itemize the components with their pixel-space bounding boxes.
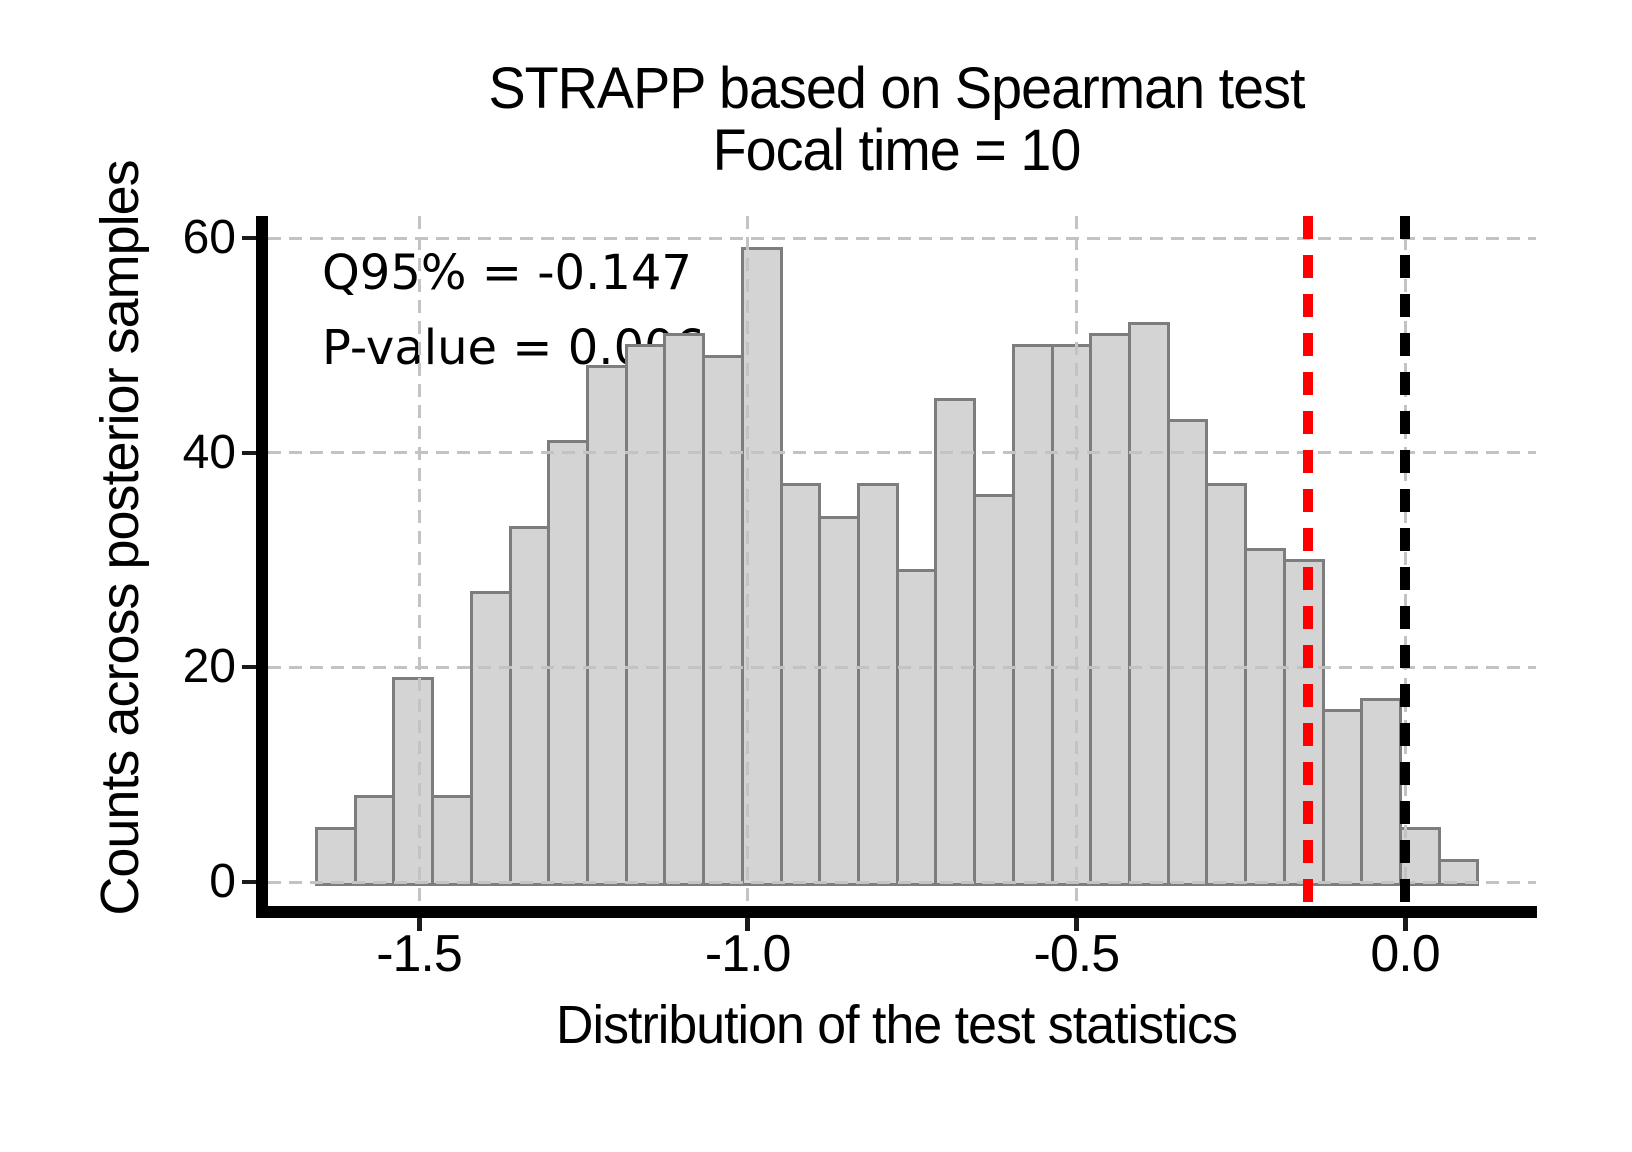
histogram-bar [624,343,667,887]
histogram-bar [934,397,977,887]
y-tick-label: 60 [182,211,236,264]
histogram-bar [1360,698,1403,887]
y-axis-spine [256,216,268,918]
x-axis-spine [256,906,1537,918]
histogram-bar [856,483,899,887]
y-tick-mark [242,236,256,240]
histogram-bar [1089,333,1131,887]
histogram-bar [392,676,435,887]
x-tick-label: -0.5 [1033,925,1121,983]
x-tick-label: -1.0 [704,925,792,983]
y-tick-mark [242,880,256,884]
x-tick-mark [745,918,751,931]
y-tick-label: 0 [209,855,236,908]
horizontal-gridline [268,880,1536,884]
x-axis-label: Distribution of the test statistics [556,995,1238,1055]
histogram-bar [973,494,1015,887]
y-tick-label: 20 [182,640,236,694]
x-tick-mark [1402,918,1408,931]
q95-threshold-line [1303,216,1314,906]
chart-title-line2: Focal time = 10 [712,118,1082,183]
histogram-bar [469,590,512,887]
zero-reference-line [1400,216,1410,906]
y-tick-mark [242,665,256,670]
histogram-bar [585,365,628,887]
vertical-gridline [1074,216,1078,906]
histogram-bar [818,515,860,887]
annotation-q95: Q95% = -0.147 [322,245,692,301]
x-tick-mark [1073,918,1079,931]
vertical-gridline [417,216,421,906]
histogram-bar [353,794,396,887]
histogram-bar [1011,343,1054,887]
horizontal-gridline [268,236,1536,240]
histogram-bar [1128,322,1170,887]
histogram-bar [431,794,473,887]
horizontal-gridline [268,665,1536,669]
histogram-bar [779,483,822,887]
horizontal-gridline [268,451,1536,455]
histogram-bar [1244,547,1286,887]
histogram-bar [547,440,589,887]
vertical-gridline [746,216,750,906]
y-tick-mark [242,450,256,455]
histogram-bar [508,526,551,887]
histogram-bar [1205,483,1248,887]
histogram-bar [1321,708,1364,887]
histogram-bar [1050,343,1093,887]
histogram-bar [1166,418,1209,887]
histogram-bar [895,569,938,887]
histogram-bar [314,826,357,887]
histogram-bar [663,333,706,887]
x-tick-mark [416,918,422,931]
histogram-bar [702,354,744,887]
x-tick-label: 0.0 [1370,925,1440,983]
chart-title-line1: STRAPP based on Spearman test [488,56,1305,121]
y-tick-label: 40 [182,425,236,479]
x-tick-label: -1.5 [376,925,463,983]
